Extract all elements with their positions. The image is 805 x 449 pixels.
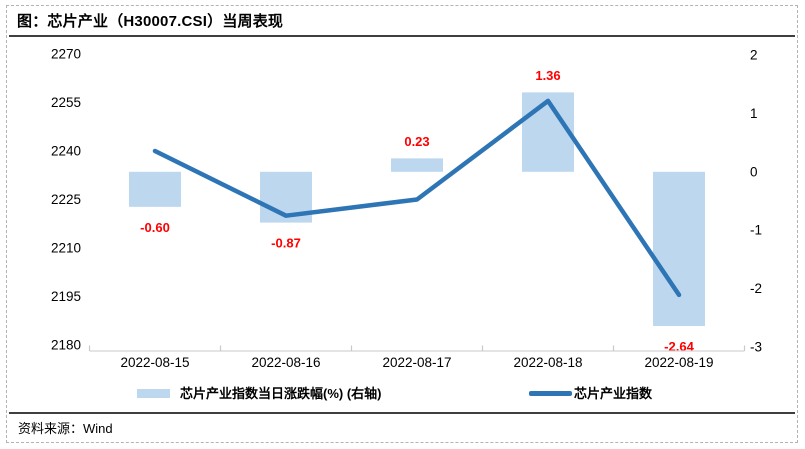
bar-2022-08-19 — [653, 172, 705, 326]
bar-value-label: -0.87 — [271, 236, 301, 251]
index-line — [155, 101, 679, 295]
left-axis-tick: 2270 — [51, 47, 81, 62]
x-axis-label: 2022-08-19 — [644, 355, 713, 370]
right-axis-tick: -1 — [750, 223, 762, 238]
bar-value-label: -2.64 — [664, 339, 694, 354]
source-note: 资料来源：Wind — [18, 418, 113, 437]
right-axis-tick: 1 — [750, 106, 758, 121]
bar-2022-08-17 — [391, 158, 443, 171]
bar-legend-swatch-icon — [137, 389, 170, 398]
bar-value-label: 0.23 — [404, 134, 429, 149]
left-axis-tick: 2225 — [51, 192, 81, 207]
bar-value-label: 1.36 — [535, 68, 560, 83]
bar-value-label: -0.60 — [140, 220, 170, 235]
line-legend-swatch-icon — [529, 391, 572, 396]
x-axis-label: 2022-08-15 — [120, 355, 189, 370]
right-axis-tick: 2 — [750, 48, 758, 63]
left-axis-tick: 2255 — [51, 95, 81, 110]
footer-divider — [9, 412, 795, 414]
left-axis-tick: 2210 — [51, 241, 81, 256]
right-axis-tick: -3 — [750, 340, 762, 355]
x-axis-label: 2022-08-16 — [251, 355, 320, 370]
left-axis-tick: 2180 — [51, 338, 81, 353]
bar-2022-08-15 — [129, 172, 181, 207]
x-axis-label: 2022-08-17 — [382, 355, 451, 370]
right-axis-tick: -2 — [750, 281, 762, 296]
right-axis-tick: 0 — [750, 164, 758, 179]
left-axis-tick: 2240 — [51, 144, 81, 159]
x-axis-label: 2022-08-18 — [513, 355, 582, 370]
left-axis-tick: 2195 — [51, 289, 81, 304]
line-legend-label: 芯片产业指数 — [574, 383, 652, 402]
bar-legend-label: 芯片产业指数当日涨跌幅(%) (右轴) — [180, 383, 382, 402]
chart-legend: 芯片产业指数当日涨跌幅(%) (右轴) 芯片产业指数 — [7, 383, 797, 403]
